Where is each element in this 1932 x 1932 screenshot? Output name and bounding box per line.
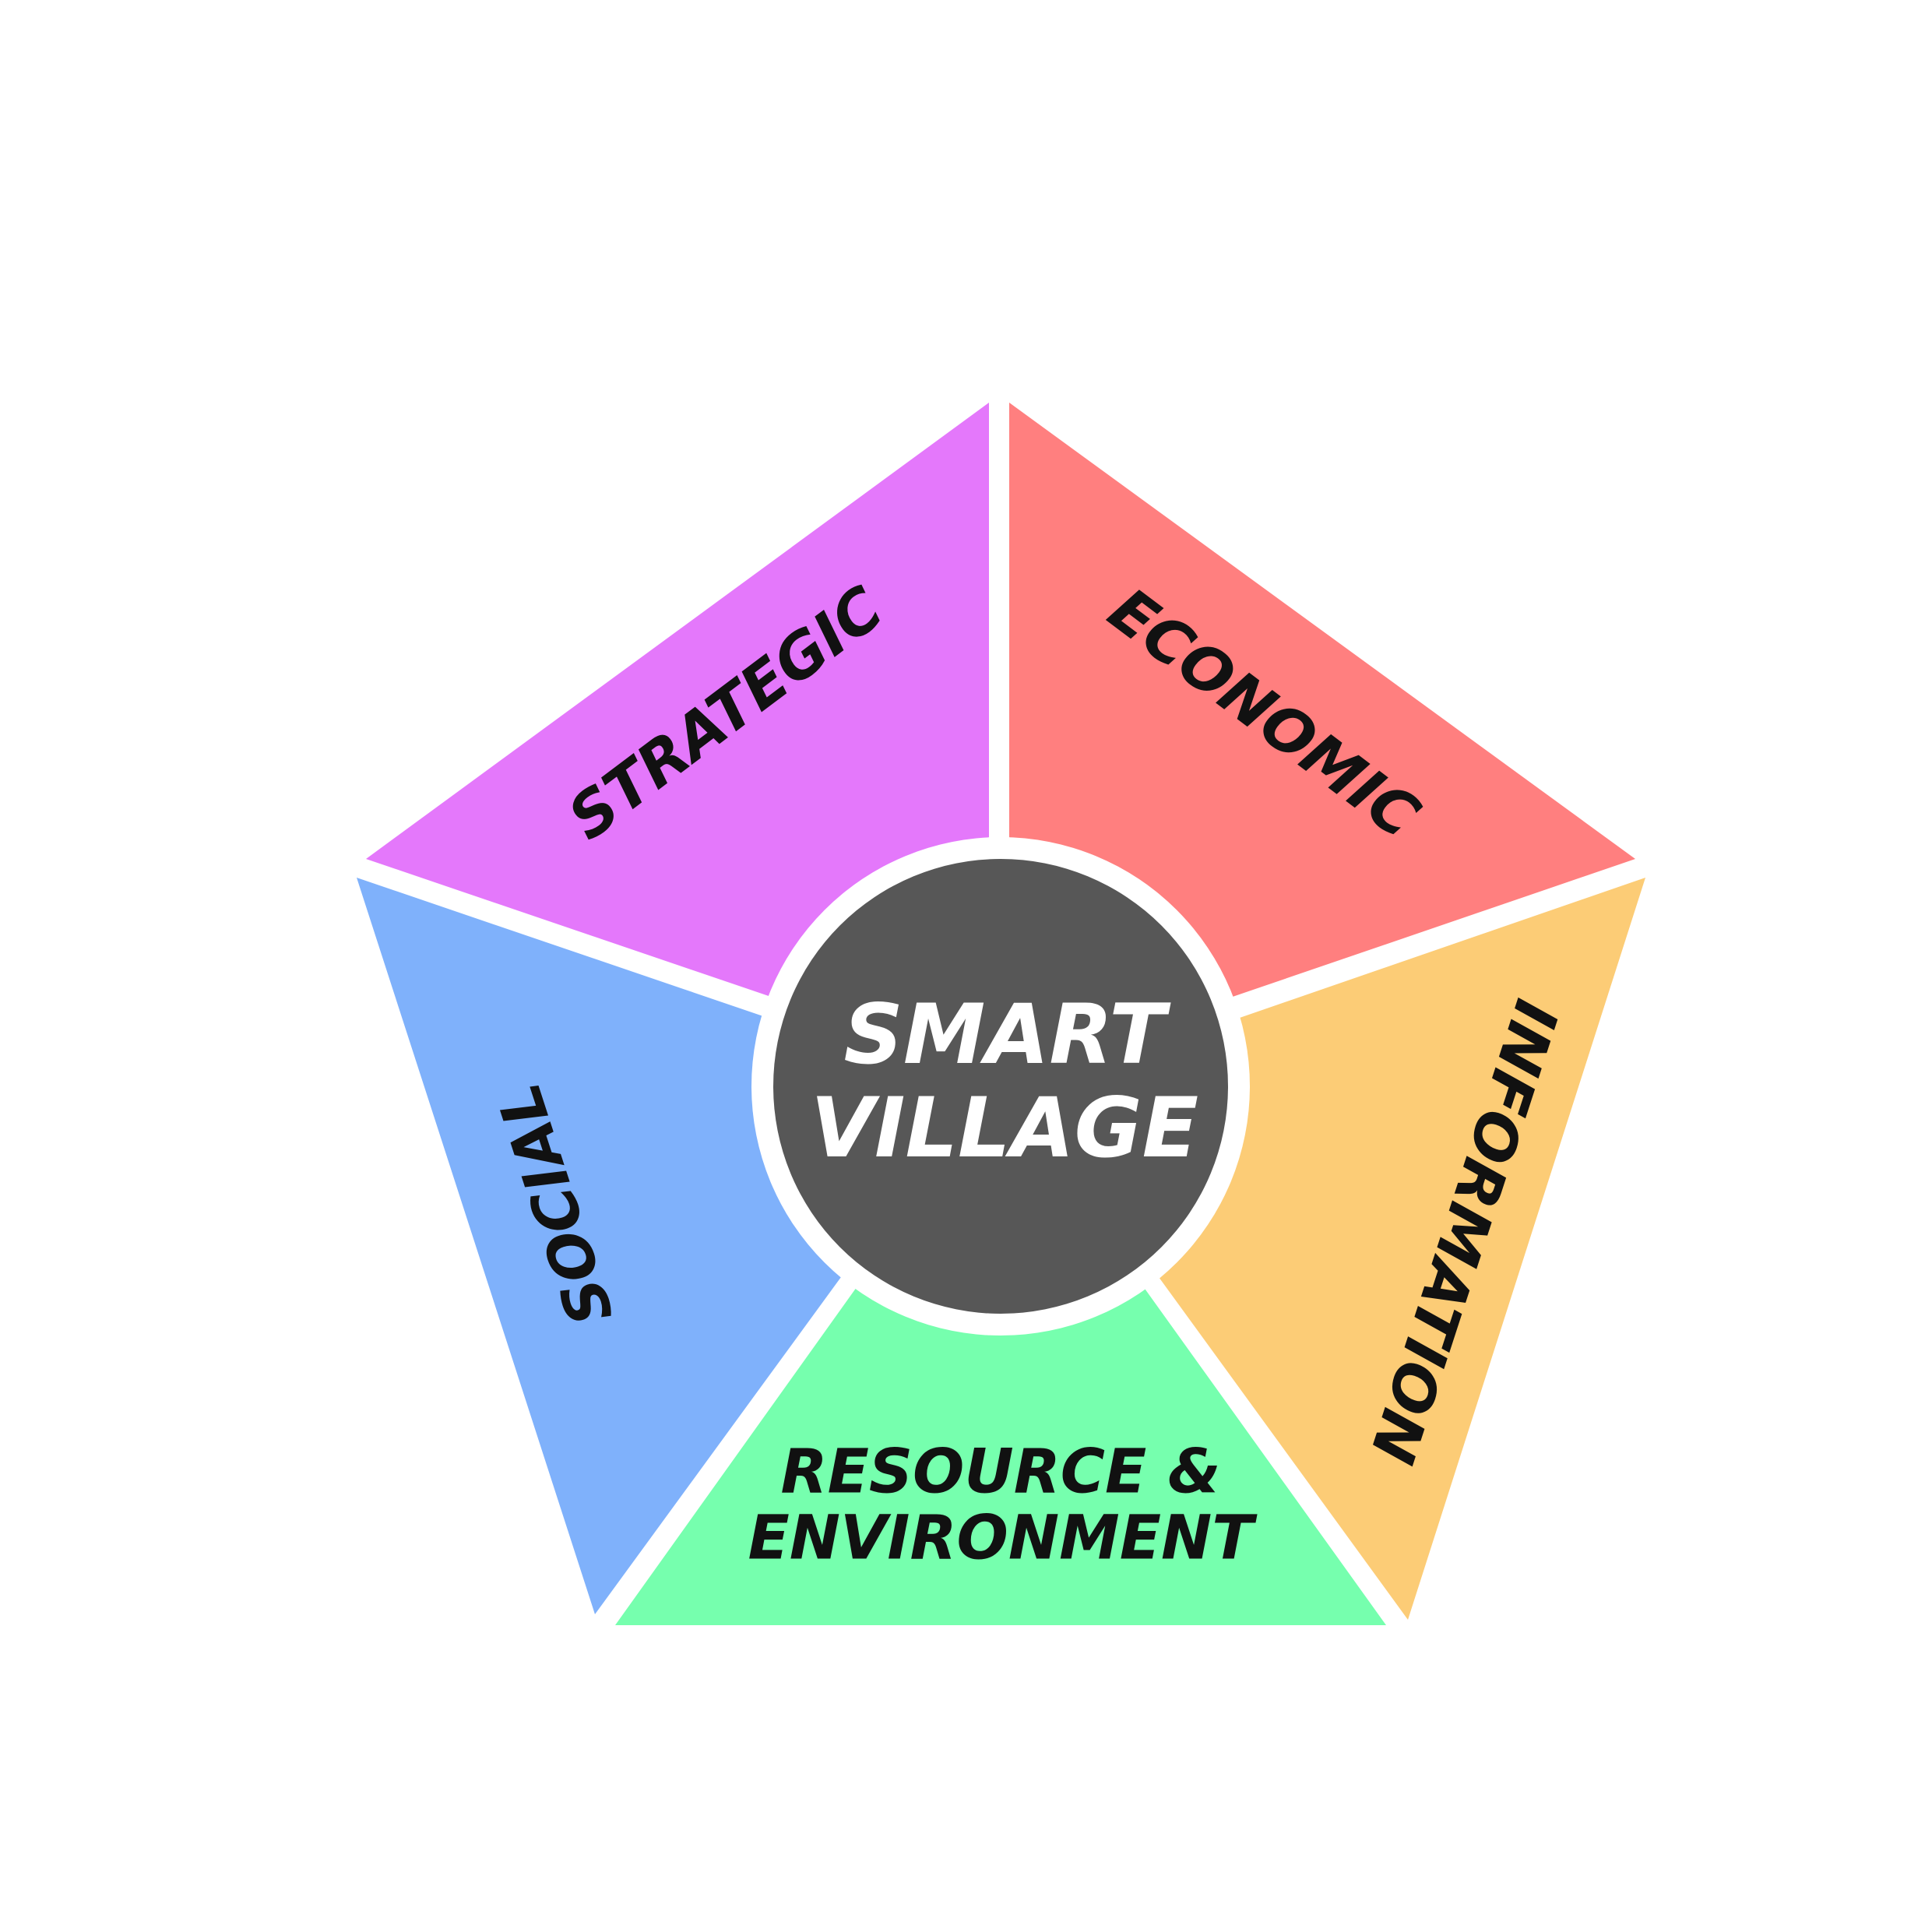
segment-resource-environment: [615, 1286, 1386, 1625]
hub-title-line-1: SMART: [843, 987, 1171, 1082]
hub-title-line-2: VILLAGE: [811, 1080, 1198, 1176]
label-resource-line-1: RESOURCE &: [781, 1437, 1221, 1507]
segment-information: [1159, 878, 1645, 1620]
segment-social: [357, 878, 841, 1614]
hub-circle: [773, 859, 1228, 1314]
segment-economic: [1009, 403, 1635, 998]
segment-strategic: [366, 403, 989, 997]
label-resource-line-2: ENVIRONMENT: [748, 1503, 1258, 1573]
